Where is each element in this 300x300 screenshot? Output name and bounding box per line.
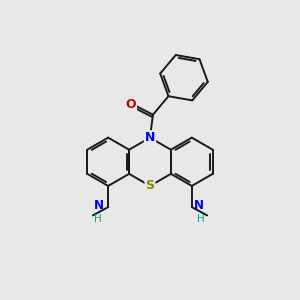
Text: N: N [194, 199, 204, 212]
Text: N: N [145, 131, 155, 144]
Text: H: H [197, 214, 205, 224]
Text: S: S [146, 179, 154, 192]
Text: H: H [94, 214, 102, 224]
Text: O: O [126, 98, 136, 111]
Text: N: N [94, 199, 104, 212]
